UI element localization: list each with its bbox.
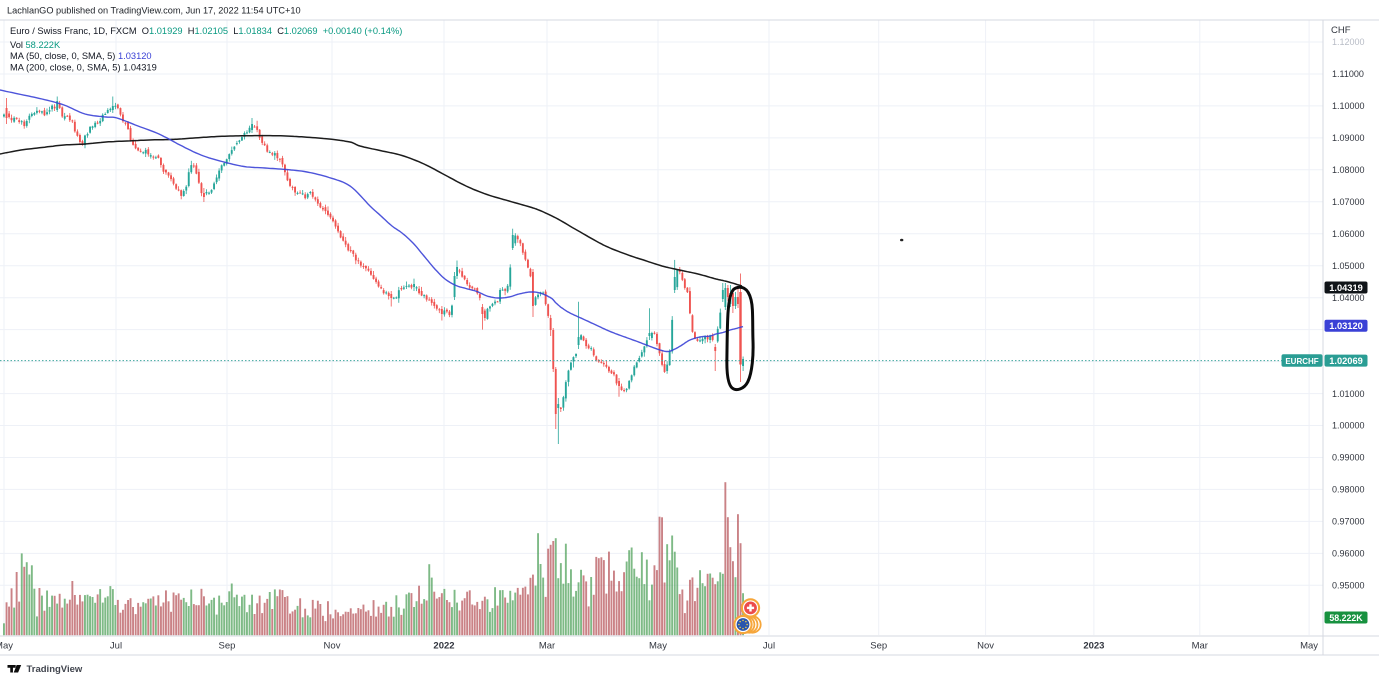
svg-text:Nov: Nov [977,641,994,652]
svg-text:1.05000: 1.05000 [1332,261,1365,271]
svg-text:1.10000: 1.10000 [1332,101,1365,111]
svg-text:May: May [1300,641,1318,652]
svg-text:Vol 58.222K: Vol 58.222K [10,40,61,50]
svg-text:1.09000: 1.09000 [1332,133,1365,143]
svg-text:Euro / Swiss Franc, 1D, FXCM: Euro / Swiss Franc, 1D, FXCM O1.01929 H1… [10,26,402,36]
svg-text:0.98000: 0.98000 [1332,485,1365,495]
svg-text:2022: 2022 [433,641,454,652]
svg-text:Sep: Sep [870,641,887,652]
svg-text:Jul: Jul [763,641,775,652]
svg-text:1.06000: 1.06000 [1332,229,1365,239]
svg-text:CHF: CHF [1331,25,1351,36]
svg-text:MA (50, close, 0, SMA, 5) 1.03: MA (50, close, 0, SMA, 5) 1.03120 [10,51,152,61]
svg-text:1.03120: 1.03120 [1329,321,1363,331]
svg-text:1.04319: 1.04319 [1329,283,1363,293]
svg-text:TradingView: TradingView [27,664,83,675]
svg-text:Jul: Jul [110,641,122,652]
svg-text:1.11000: 1.11000 [1332,69,1364,79]
svg-text:1.00000: 1.00000 [1332,421,1365,431]
svg-text:0.96000: 0.96000 [1332,549,1365,559]
svg-text:58.222K: 58.222K [1329,613,1363,623]
svg-text:2023: 2023 [1083,641,1104,652]
svg-text:Sep: Sep [219,641,236,652]
svg-text:1.01000: 1.01000 [1332,389,1365,399]
svg-text:EURCHF: EURCHF [1285,357,1318,366]
svg-text:0.95000: 0.95000 [1332,581,1365,591]
svg-text:Mar: Mar [539,641,555,652]
svg-text:0.97000: 0.97000 [1332,517,1365,527]
svg-text:1.08000: 1.08000 [1332,165,1365,175]
svg-text:May: May [0,641,13,652]
svg-text:1.02069: 1.02069 [1329,356,1363,366]
svg-text:1.07000: 1.07000 [1332,197,1365,207]
svg-text:1.04000: 1.04000 [1332,293,1365,303]
svg-text:Mar: Mar [1192,641,1208,652]
svg-text:LachlanGO published on Trading: LachlanGO published on TradingView.com, … [7,6,301,16]
svg-text:0.99000: 0.99000 [1332,453,1365,463]
svg-text:Nov: Nov [324,641,341,652]
svg-text:MA (200, close, 0, SMA, 5) 1.0: MA (200, close, 0, SMA, 5) 1.04319 [10,63,157,73]
svg-text:1.12000: 1.12000 [1332,37,1365,47]
svg-text:May: May [649,641,667,652]
